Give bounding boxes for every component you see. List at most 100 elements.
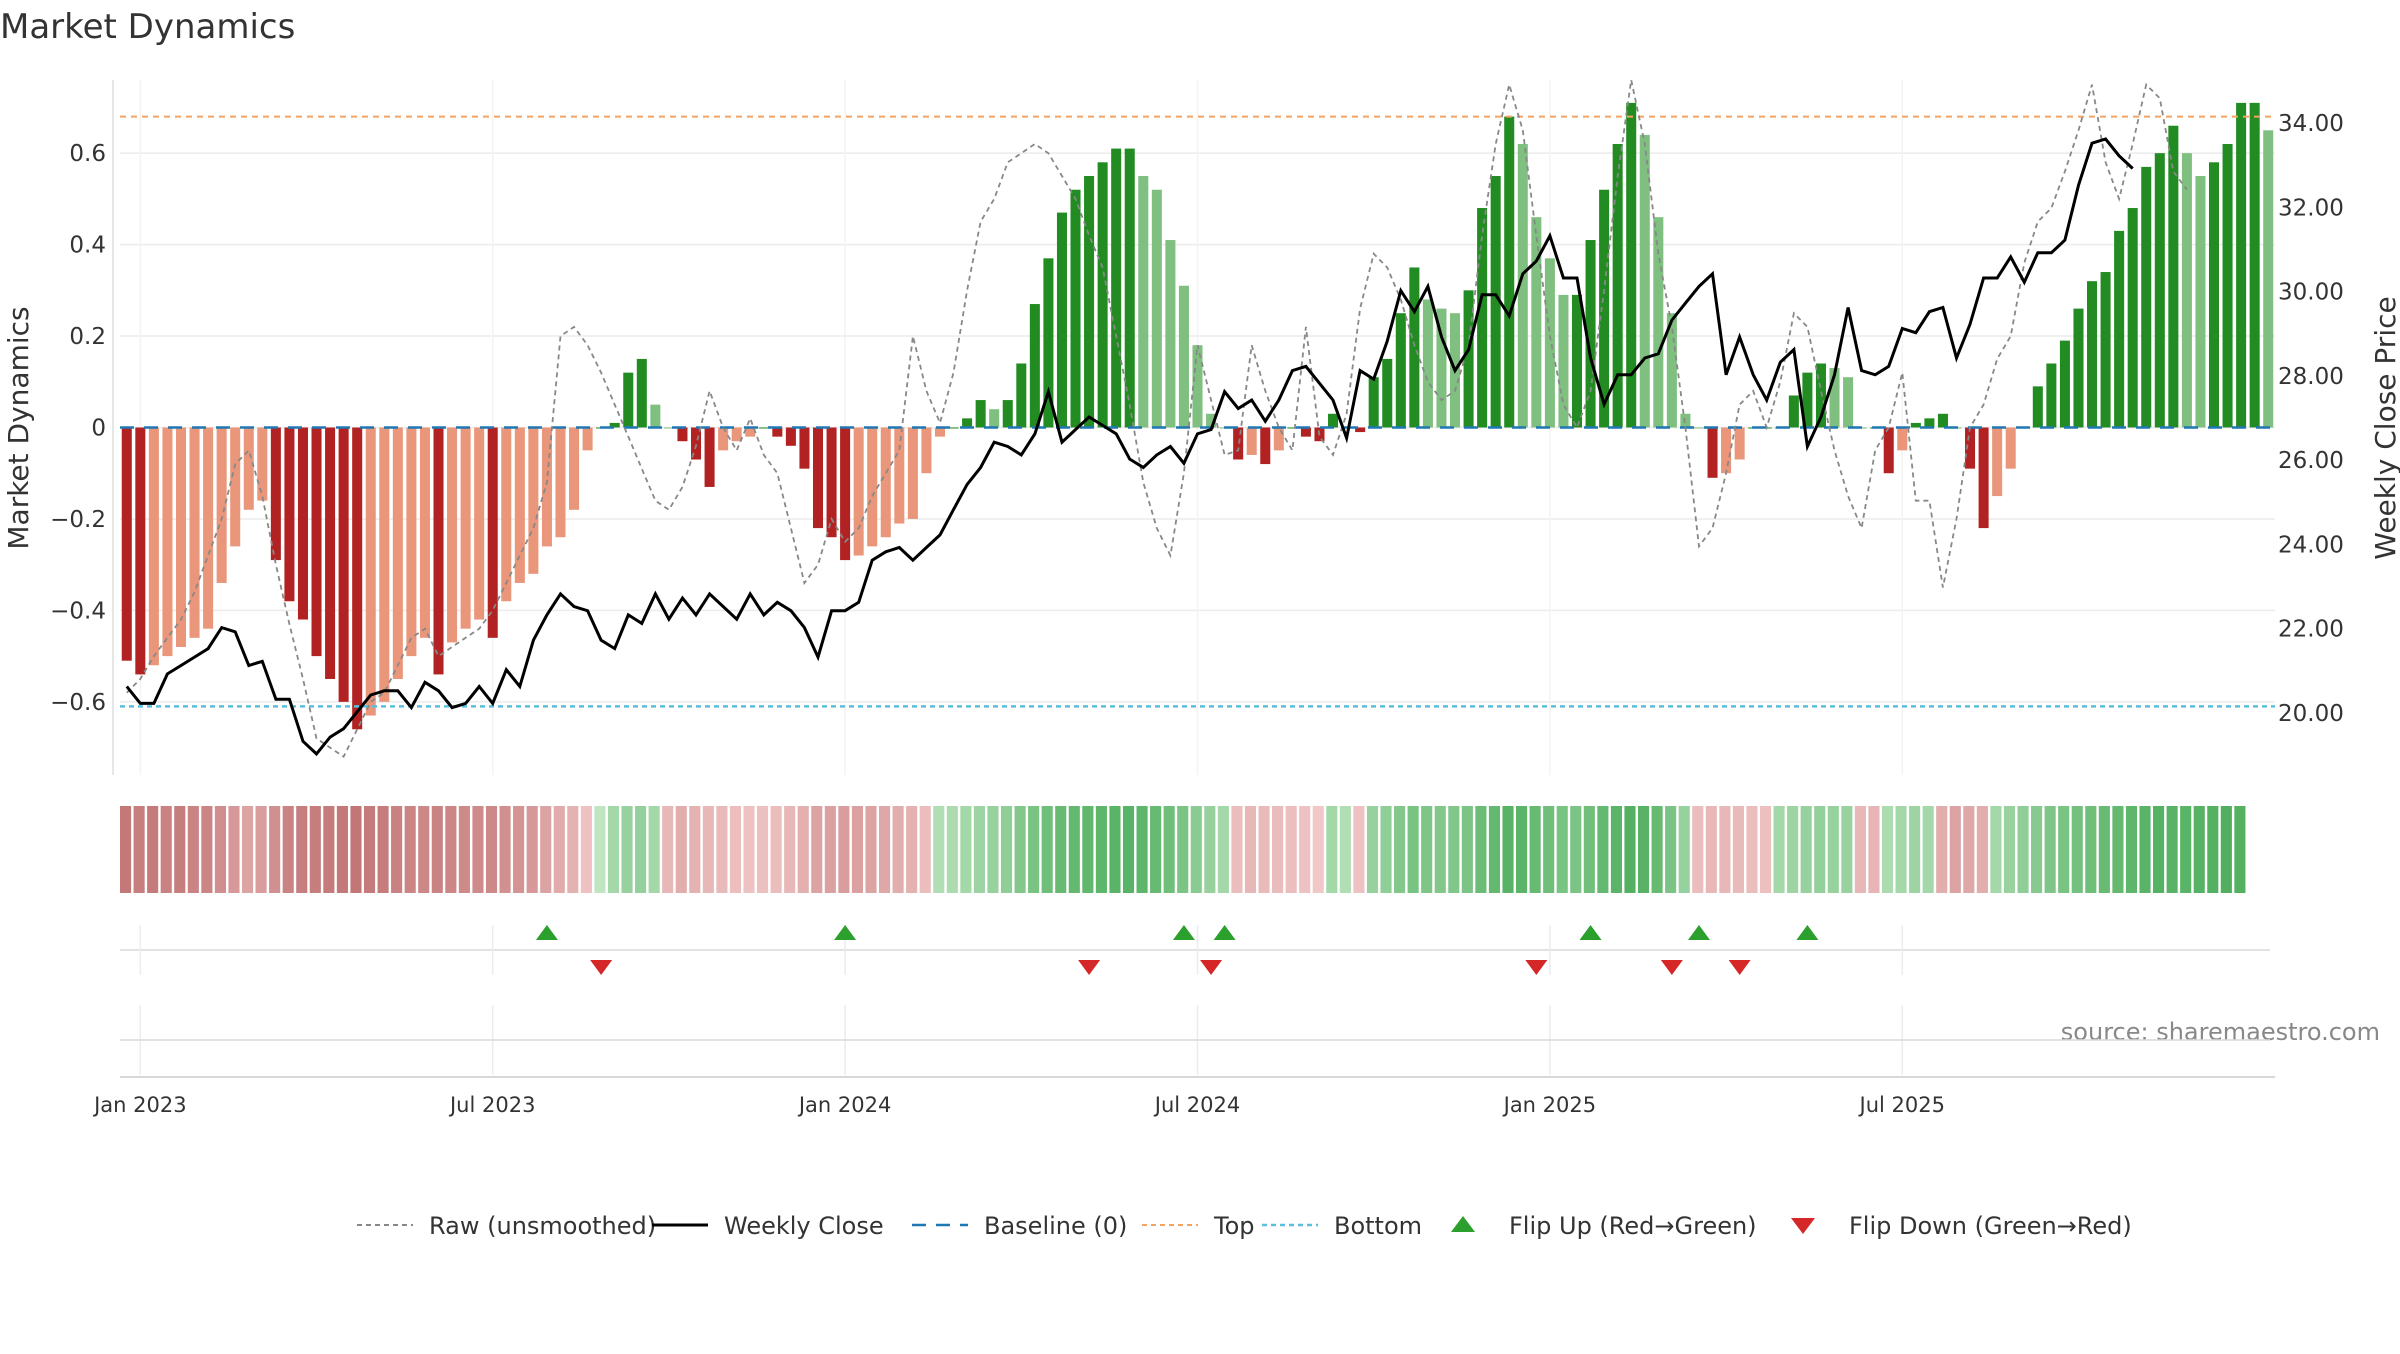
- dynamics-bar: [1328, 413, 1339, 428]
- flip-down-marker: [1728, 960, 1751, 975]
- heat-strip-cell: [526, 806, 538, 893]
- heat-strip-cell: [1177, 806, 1189, 893]
- heat-strip-cell: [1624, 806, 1636, 893]
- heat-strip-cell: [960, 806, 972, 893]
- dynamics-bar: [1287, 427, 1298, 429]
- bars-layer: [121, 102, 2274, 730]
- dynamics-bar: [894, 427, 905, 524]
- dynamics-bar: [812, 427, 824, 529]
- heat-strip-cell: [2085, 806, 2097, 893]
- dynamics-bar: [2154, 153, 2165, 428]
- y-right-tick-label: 32.00: [2278, 195, 2344, 221]
- flip-up-marker: [1213, 925, 1236, 940]
- dynamics-bar: [501, 427, 512, 602]
- dynamics-bar: [2087, 281, 2098, 428]
- flip-down-marker: [590, 960, 613, 975]
- heat-strip-cell: [1082, 806, 1094, 893]
- heat-strip-cell: [716, 806, 728, 893]
- y-left-tick-label: 0.4: [69, 233, 106, 259]
- heat-strip-cell: [1000, 806, 1013, 893]
- heat-strip-cell: [1516, 806, 1528, 893]
- heat-strip-cell: [1448, 806, 1460, 893]
- legend-label: Baseline (0): [984, 1212, 1127, 1240]
- heat-strip-cell: [770, 806, 782, 893]
- heat-strip-cell: [1746, 806, 1758, 893]
- heat-strip-cell: [1529, 806, 1541, 893]
- y-axis-left-label: Market Dynamics: [2, 306, 35, 549]
- flip-down-marker: [1660, 960, 1683, 975]
- legend-label: Flip Down (Green→Red): [1849, 1212, 2132, 1240]
- dynamics-bar: [379, 427, 390, 702]
- dynamics-bar: [2168, 125, 2179, 428]
- heat-strip-cell: [1990, 806, 2002, 893]
- dynamics-bar: [1246, 427, 1257, 455]
- heat-strip-cell: [187, 806, 199, 893]
- dynamics-bar: [785, 427, 796, 446]
- legend-item-baseline[interactable]: Baseline (0): [912, 1212, 1127, 1240]
- y-right-tick-label: 24.00: [2278, 532, 2344, 558]
- dynamics-bar: [582, 427, 593, 451]
- legend-item-flip-up[interactable]: Flip Up (Red→Green): [1451, 1212, 1757, 1240]
- heat-strip-cell: [147, 806, 159, 893]
- heat-strip-cell: [485, 806, 498, 893]
- heat-strip-cell: [2234, 806, 2246, 893]
- dynamics-bar: [1463, 290, 1474, 428]
- y-left-tick-label: 0.6: [69, 141, 106, 167]
- legend-item-price[interactable]: Weekly Close: [652, 1212, 884, 1240]
- dynamics-bar: [2005, 427, 2016, 469]
- heat-strip-cell: [350, 806, 362, 893]
- dynamics-bar: [907, 427, 918, 519]
- heat-strip-cell: [621, 806, 633, 893]
- flip-up-marker: [834, 925, 857, 940]
- dynamics-bar: [704, 427, 715, 487]
- flip-down-marker: [1525, 960, 1548, 975]
- heat-strip-cell: [418, 806, 430, 893]
- dynamics-bar: [1802, 372, 1813, 428]
- dynamics-bar: [1002, 400, 1013, 428]
- dynamics-bar: [1409, 267, 1420, 428]
- dynamics-bar: [2127, 208, 2138, 428]
- dynamics-bar: [1300, 427, 1311, 437]
- dynamics-bar: [1571, 294, 1583, 428]
- legend-item-top[interactable]: Top: [1142, 1212, 1255, 1240]
- dynamics-bar: [1734, 427, 1745, 460]
- y-right-tick-label: 30.00: [2278, 280, 2344, 306]
- heat-strip-cell: [1787, 806, 1799, 893]
- legend-item-raw[interactable]: Raw (unsmoothed): [357, 1212, 656, 1240]
- heat-strip-cell: [1705, 806, 1717, 893]
- heat-strip-cell: [878, 806, 891, 893]
- heat-strip-cell: [1339, 806, 1351, 893]
- dynamics-bar: [1178, 285, 1189, 428]
- dynamics-bar: [1206, 413, 1217, 428]
- heat-strip-cell: [1949, 806, 1961, 893]
- flip-markers-panel: [120, 925, 2270, 1075]
- chart-title: Market Dynamics: [0, 7, 295, 47]
- dynamics-bar: [460, 427, 471, 629]
- heat-strip-cell: [120, 806, 132, 893]
- heat-strip-cell: [729, 806, 742, 893]
- heat-strip-cell: [2044, 806, 2056, 893]
- dynamics-bar: [528, 427, 539, 574]
- heat-strip-cell: [1041, 806, 1053, 893]
- heat-strip-cell: [2071, 806, 2083, 893]
- legend[interactable]: Raw (unsmoothed) Weekly Close Baseline (0)…: [357, 1212, 2132, 1240]
- dynamics-bar: [1422, 299, 1433, 428]
- legend-label: Flip Up (Red→Green): [1509, 1212, 1757, 1240]
- dynamics-bar: [230, 427, 241, 547]
- heat-strip-cell: [1285, 806, 1297, 893]
- legend-item-flip-down[interactable]: Flip Down (Green→Red): [1791, 1212, 2132, 1240]
- heat-strip-cell: [201, 806, 213, 893]
- heat-strip-cell: [174, 806, 186, 893]
- legend-swatch-flip-down: [1791, 1218, 1815, 1234]
- dynamics-bar: [1070, 189, 1081, 428]
- legend-item-bottom[interactable]: Bottom: [1262, 1212, 1422, 1240]
- dynamics-bar: [1260, 427, 1271, 465]
- dynamics-bar: [772, 427, 783, 437]
- heat-strip-cell: [1692, 806, 1704, 893]
- weekly-close-line: [125, 137, 2134, 757]
- dynamics-bar: [1897, 427, 1908, 451]
- dynamics-bar: [270, 427, 281, 561]
- heat-strip-cell: [540, 806, 552, 893]
